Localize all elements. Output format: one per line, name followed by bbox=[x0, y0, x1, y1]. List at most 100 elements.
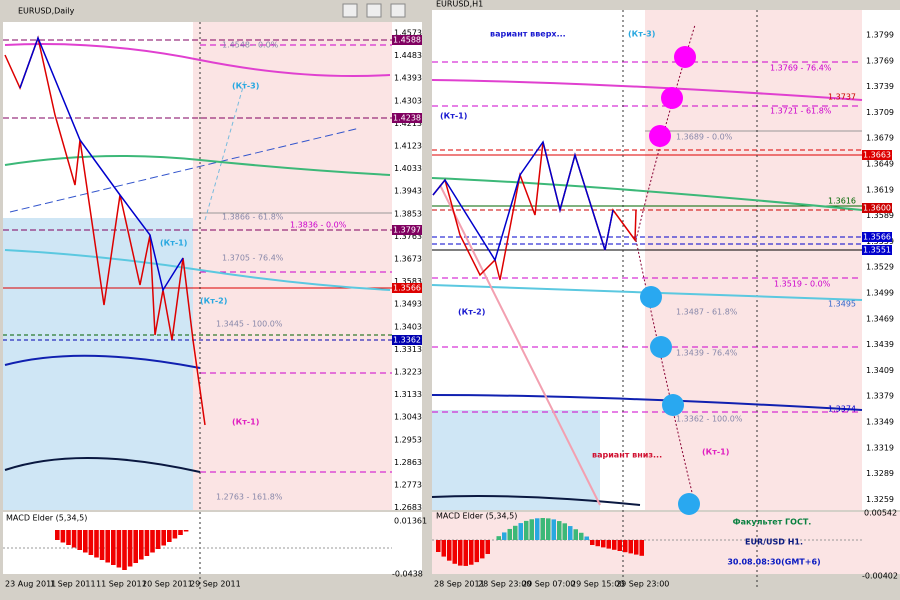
price-label: 1.3943 bbox=[394, 187, 422, 196]
price-label: 1.3349 bbox=[866, 418, 894, 427]
price-label: 1.3583 bbox=[394, 277, 422, 286]
price-label: 1.4303 bbox=[394, 96, 422, 105]
macd-bar bbox=[529, 519, 534, 540]
macd-bar bbox=[579, 532, 584, 540]
ma bbox=[431, 495, 641, 506]
ma bbox=[431, 284, 863, 301]
price-label: 1.4123 bbox=[394, 142, 422, 151]
trend bbox=[439, 184, 601, 506]
close[interactable] bbox=[390, 3, 406, 18]
fib-label: 1.3487 - 61.8% bbox=[676, 308, 738, 317]
price-tag-label: 1.3566 bbox=[863, 233, 891, 242]
date-label: 29 Sep 15:00 bbox=[571, 580, 624, 589]
fib-label: 1.3689 - 0.0% bbox=[676, 133, 733, 142]
macd-bar bbox=[60, 530, 66, 543]
indicator-scale: -0.00402 bbox=[862, 572, 898, 581]
window-title: EURUSD,H1 bbox=[436, 0, 483, 9]
zigzag bbox=[4, 35, 206, 426]
indicator-scale: -0.0438 bbox=[392, 570, 423, 579]
annotation: вариант вниз... bbox=[592, 451, 662, 460]
price-label: 1.2773 bbox=[394, 481, 422, 490]
macd-bar bbox=[573, 529, 578, 540]
price-label: 1.3763 bbox=[394, 232, 422, 241]
macd-bar bbox=[167, 530, 172, 542]
macd-bar bbox=[568, 526, 573, 540]
target-up bbox=[674, 46, 696, 68]
annotation: (Кт-3) bbox=[232, 82, 259, 91]
price-tag bbox=[392, 35, 422, 45]
price-label: 1.3649 bbox=[866, 160, 894, 169]
annotation: (Кт-2) bbox=[200, 297, 227, 306]
macd-bar bbox=[66, 530, 71, 545]
macd-bar bbox=[441, 540, 446, 557]
macd-bar bbox=[639, 540, 644, 556]
macd-bar bbox=[546, 518, 551, 540]
macd-bar bbox=[458, 540, 463, 566]
macd-bar bbox=[155, 530, 161, 549]
right-lines bbox=[431, 10, 863, 590]
macd-bar bbox=[623, 540, 628, 553]
price-label: 1.3313 bbox=[394, 345, 422, 354]
date-label: 1 Sep 2011 bbox=[50, 580, 96, 589]
ma bbox=[4, 354, 201, 369]
fib-label: 1.3362 - 100.0% bbox=[676, 415, 743, 424]
macd-bar bbox=[436, 540, 441, 552]
minimize[interactable] bbox=[342, 3, 358, 18]
maximize[interactable] bbox=[366, 3, 382, 18]
macd-bar bbox=[127, 530, 133, 567]
macd-bar bbox=[590, 540, 595, 545]
price-label: 1.3319 bbox=[866, 443, 894, 452]
fib-label: 1.3866 - 61.8% bbox=[222, 213, 284, 222]
price-label: 1.3409 bbox=[866, 366, 894, 375]
macd-bar bbox=[628, 540, 633, 554]
annotation: (Кт-1) bbox=[440, 112, 467, 121]
macd-bar bbox=[111, 530, 116, 565]
price-label: 1.3259 bbox=[866, 495, 894, 504]
date-label: 23 Aug 2011 bbox=[5, 580, 56, 589]
price-tag bbox=[862, 245, 892, 255]
ma bbox=[4, 456, 201, 473]
date-label: 20 Sep 2011 bbox=[142, 580, 193, 589]
indicator-label: MACD Elder (5,34,5) bbox=[6, 514, 87, 523]
price-label: 1.3619 bbox=[866, 185, 894, 194]
price-tag-label: 1.3362 bbox=[393, 336, 421, 345]
price-tag-label: 1.3663 bbox=[863, 151, 891, 160]
left-pink-zone bbox=[193, 22, 392, 510]
macd-bar bbox=[133, 530, 138, 563]
right-macd bbox=[432, 512, 900, 574]
macd-bar bbox=[447, 540, 452, 561]
macd-bar bbox=[161, 530, 166, 546]
price-label: 1.3709 bbox=[866, 108, 894, 117]
price-label: 1.4483 bbox=[394, 51, 422, 60]
macd-bar bbox=[562, 523, 567, 540]
price-label: 1.3739 bbox=[866, 82, 894, 91]
date-label: 29 Sep 07:00 bbox=[522, 580, 575, 589]
ma bbox=[4, 155, 391, 176]
macd-bar bbox=[83, 530, 88, 553]
macd-bar bbox=[144, 530, 150, 556]
price-tag-label: 1.4588 bbox=[393, 36, 421, 45]
price-tag bbox=[392, 283, 422, 293]
level-label: 1.3495 bbox=[828, 300, 856, 309]
fib-label: 1.3445 - 100.0% bbox=[216, 320, 283, 329]
target-down bbox=[650, 336, 672, 358]
price-label: 1.3133 bbox=[394, 390, 422, 399]
zigzag-up bbox=[432, 140, 614, 262]
annotation: (Кт-1) bbox=[702, 448, 729, 457]
annotation: (Кт-1) bbox=[160, 239, 187, 248]
price-label: 1.2953 bbox=[394, 435, 422, 444]
watermark: EUR/USD H1. bbox=[745, 538, 803, 547]
price-label: 1.4033 bbox=[394, 164, 422, 173]
price-tag-label: 1.3551 bbox=[863, 246, 891, 255]
macd-bar bbox=[469, 540, 474, 565]
macd-bar bbox=[601, 540, 606, 548]
price-label: 1.3673 bbox=[394, 255, 422, 264]
macd-bar bbox=[496, 536, 501, 540]
macd-bar bbox=[139, 530, 144, 560]
left-axis bbox=[392, 22, 422, 510]
macd-bar bbox=[105, 530, 110, 563]
target-circles bbox=[640, 46, 700, 515]
macd-bar bbox=[183, 530, 189, 532]
price-label: 1.3289 bbox=[866, 469, 894, 478]
